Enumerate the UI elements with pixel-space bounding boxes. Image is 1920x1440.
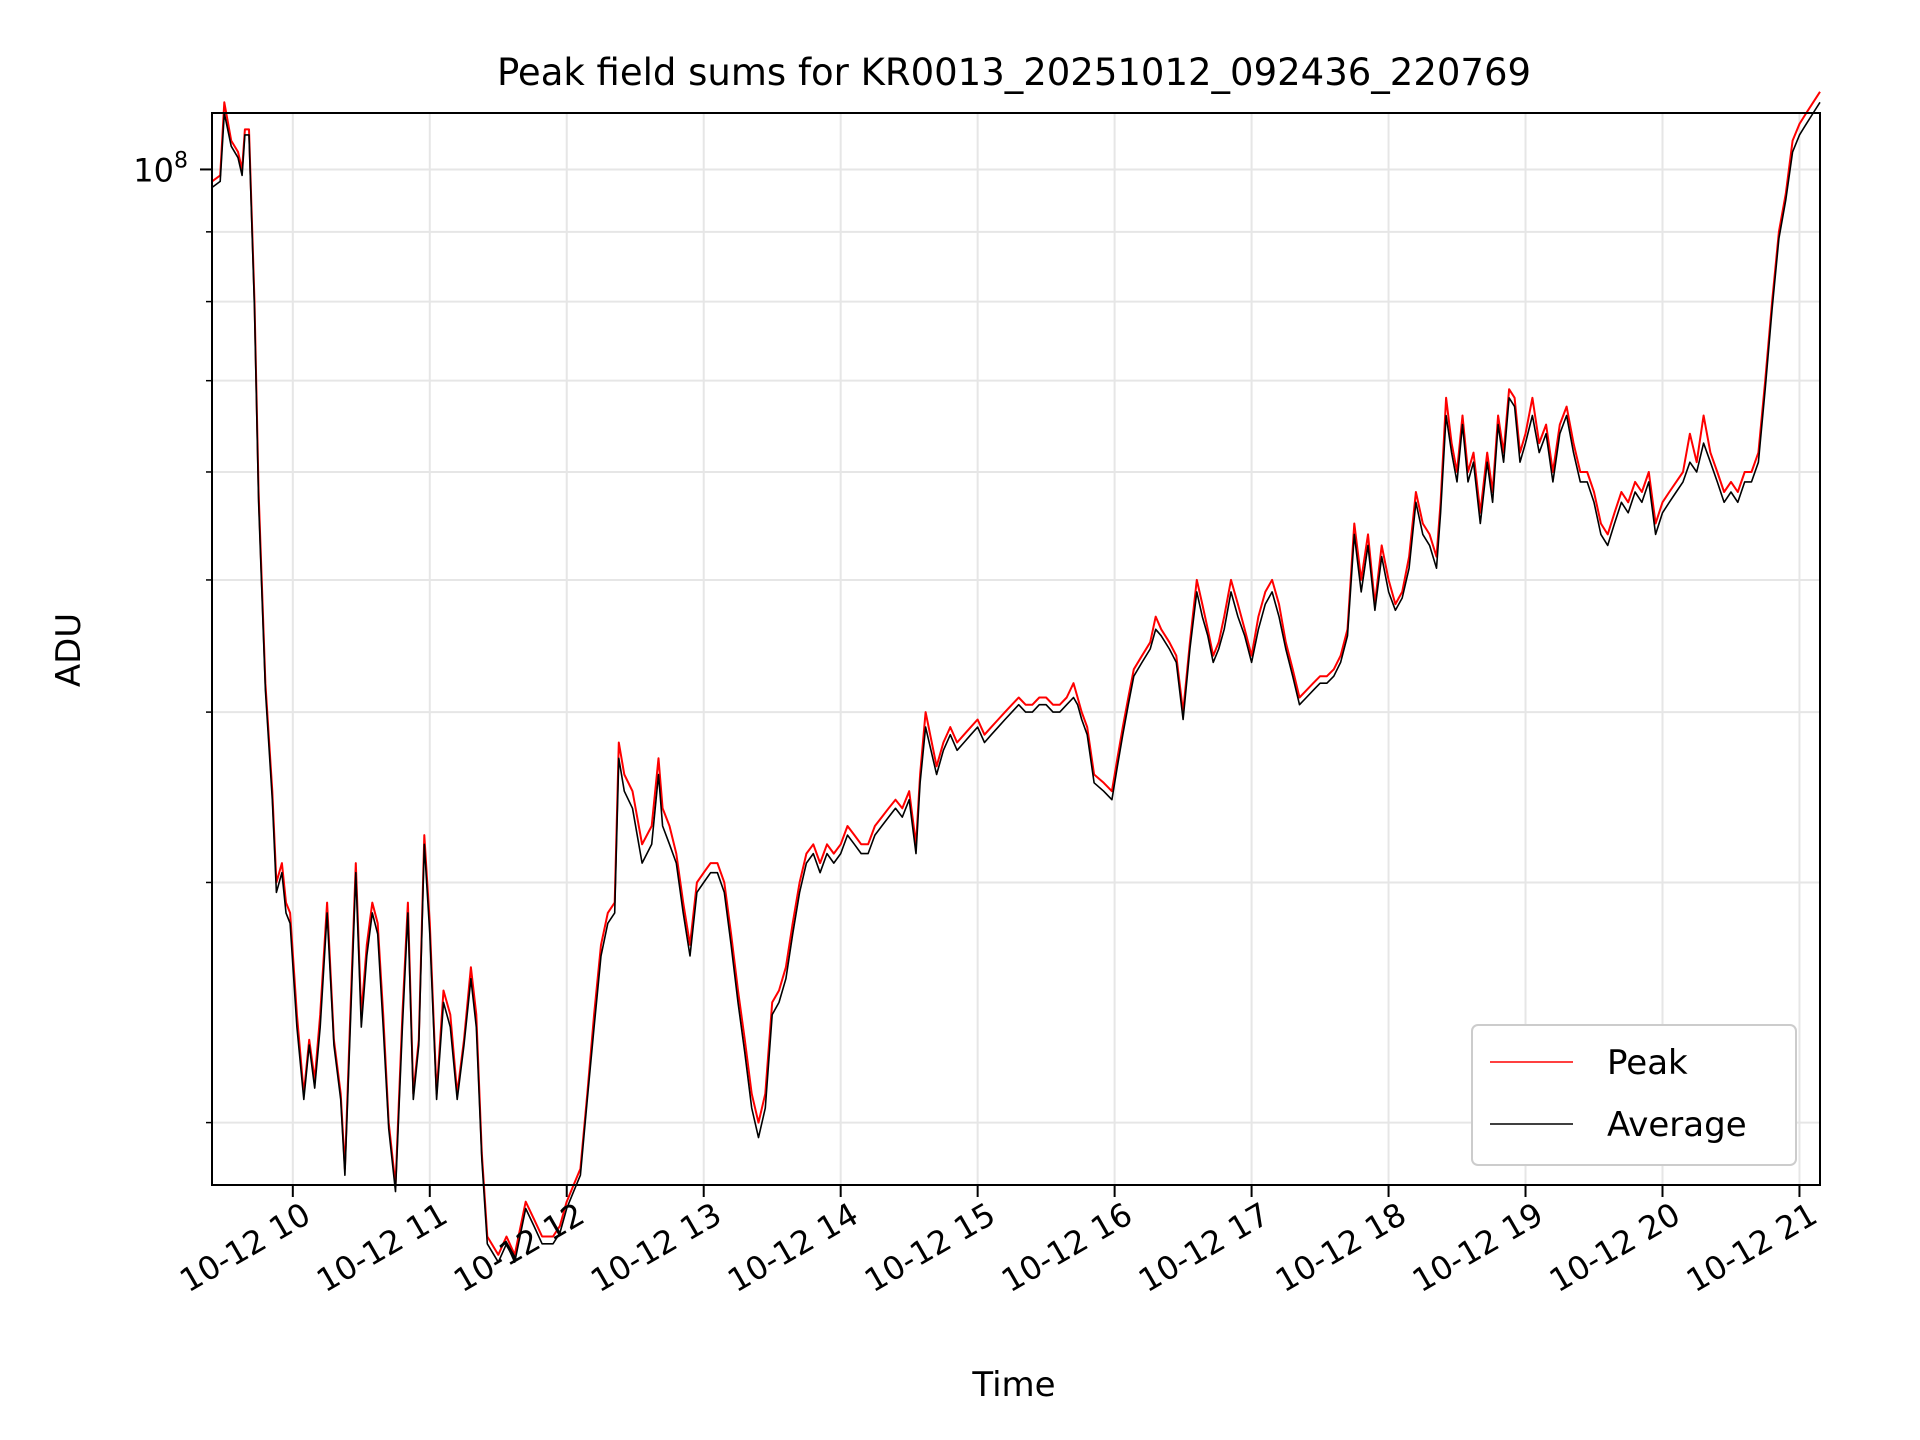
- plot-frame: [211, 112, 1821, 1186]
- series-line-average: [211, 101, 1821, 1263]
- y-axis: 108: [133, 148, 212, 1124]
- x-axis-label: Time: [971, 1365, 1055, 1405]
- legend-box: [1471, 1024, 1797, 1166]
- legend-label-average: Average: [1607, 1105, 1747, 1145]
- chart-title: Peak field sums for KR0013_20251012_0924…: [497, 51, 1531, 94]
- legend-label-peak: Peak: [1607, 1043, 1688, 1083]
- y-axis-label: ADU: [49, 613, 89, 687]
- legend: Peak Average: [1471, 1024, 1797, 1166]
- grid: [212, 113, 1820, 1185]
- y-tick-label: 108: [133, 148, 188, 189]
- series-group: [211, 91, 1821, 1263]
